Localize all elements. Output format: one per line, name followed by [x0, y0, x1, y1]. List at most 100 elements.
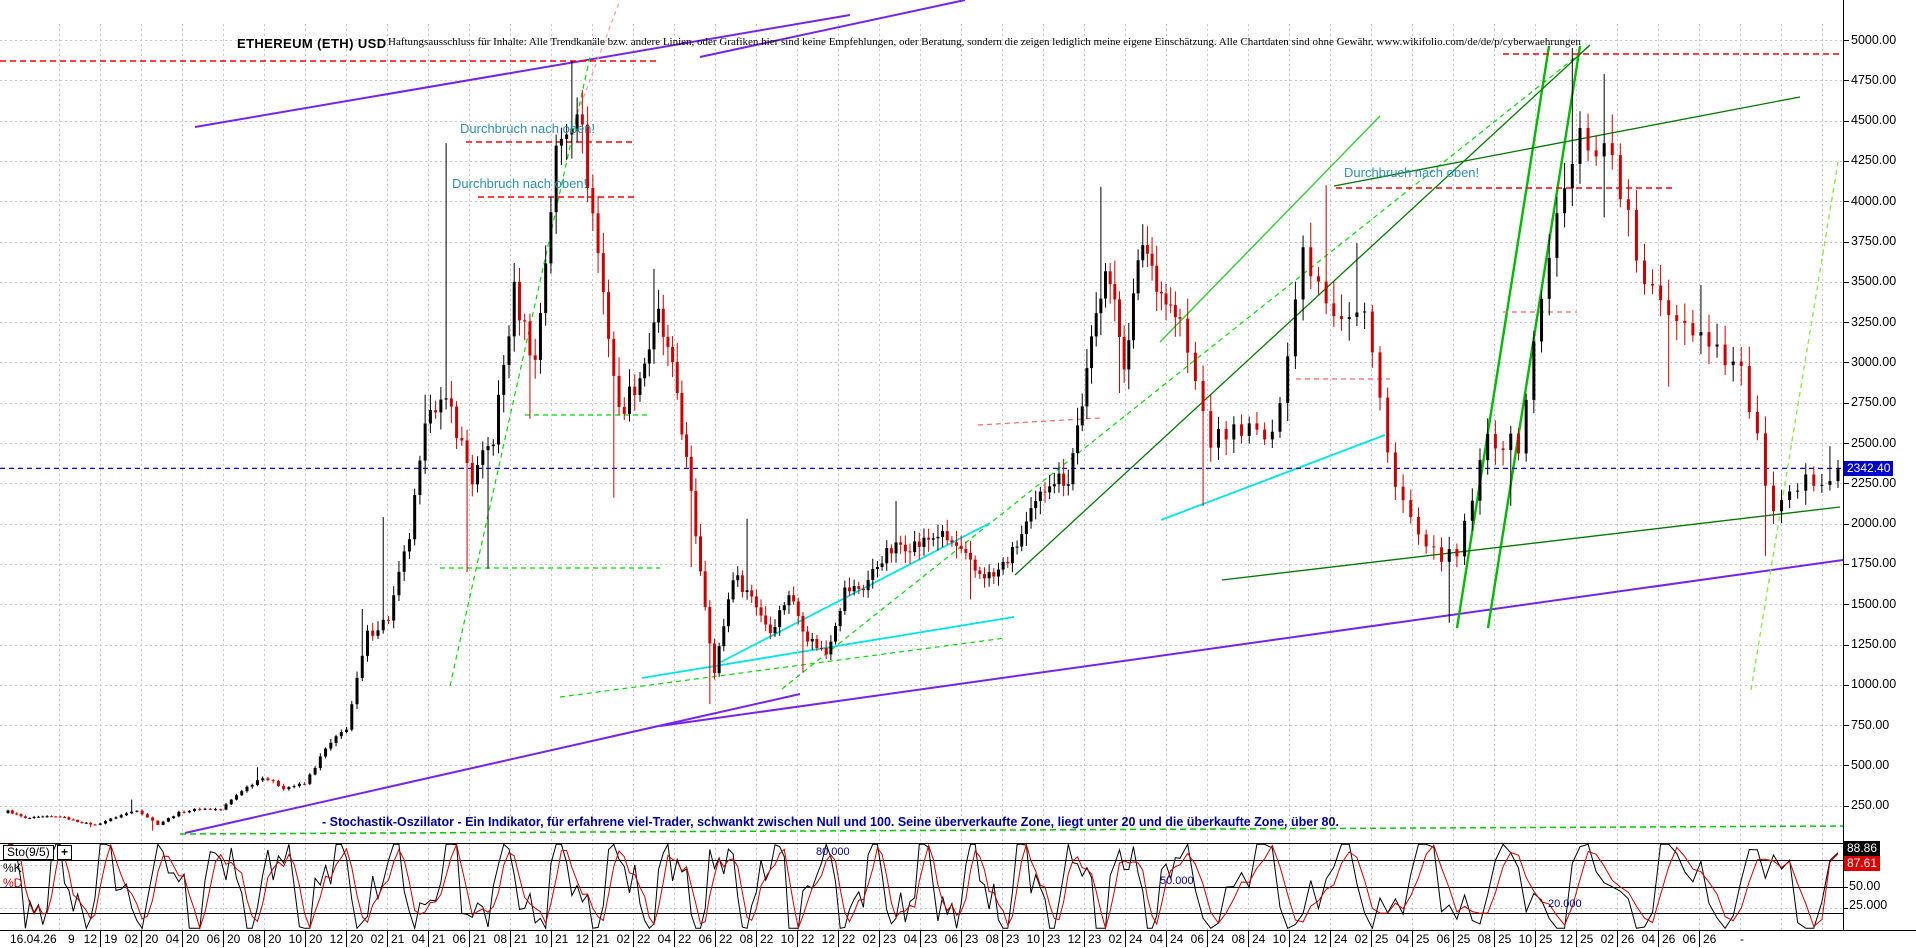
candle — [1052, 484, 1056, 487]
add-indicator-button[interactable]: + — [57, 845, 72, 860]
candle — [276, 780, 280, 787]
candle — [187, 810, 191, 813]
trend-line-violet-channel-top-mid — [699, 0, 966, 58]
date-tick-month: 02 — [1354, 932, 1368, 946]
candle — [428, 410, 432, 424]
price-axis-label: 2500.00 — [1851, 435, 1897, 450]
candle — [407, 539, 411, 552]
candle — [151, 817, 155, 821]
candle — [261, 778, 265, 781]
candle — [36, 816, 40, 818]
trend-line-violet-channel-bottom-b — [659, 559, 1844, 727]
candle — [497, 394, 501, 445]
candle — [708, 606, 712, 644]
candle — [1164, 293, 1168, 305]
candle — [23, 816, 27, 818]
date-tick-year: 25 — [1457, 932, 1471, 946]
candle — [166, 818, 170, 822]
date-tick-year: 20 — [186, 932, 200, 946]
candle — [973, 559, 977, 571]
candle — [866, 579, 870, 591]
date-tick-year: 20 — [227, 932, 241, 946]
date-tick-month: 06 — [944, 932, 958, 946]
date-tick-year: 23 — [965, 932, 979, 946]
candle — [41, 816, 45, 818]
candle — [759, 607, 763, 616]
annotation-durchbruch: Durchbruch nach oben! — [460, 121, 596, 136]
price-axis-label: 4500.00 — [1851, 113, 1897, 128]
candle — [1659, 285, 1663, 301]
candle — [880, 563, 884, 567]
date-tick-year: 21 — [555, 932, 569, 946]
candle — [58, 816, 62, 818]
date-tick-year: 26 — [1621, 932, 1635, 946]
candle — [1006, 561, 1010, 564]
stochastic-panel — [0, 860, 1843, 914]
candle — [922, 537, 926, 547]
candle — [1401, 486, 1405, 501]
date-tick-year: 22 — [678, 932, 692, 946]
candle — [177, 811, 181, 817]
candle — [71, 819, 75, 821]
candle — [140, 810, 144, 815]
candle — [1501, 448, 1505, 451]
candle — [899, 542, 903, 545]
date-tick-year: 24 — [1211, 932, 1225, 946]
candle — [1478, 460, 1482, 501]
candle — [198, 808, 202, 810]
candle — [689, 456, 693, 491]
candle — [1626, 199, 1630, 210]
candle — [554, 145, 558, 213]
candle — [32, 816, 36, 818]
date-tick-month: 04 — [411, 932, 425, 946]
candle — [699, 536, 703, 572]
candle — [703, 571, 707, 607]
date-tick-year: 24 — [1129, 932, 1143, 946]
candle — [1209, 411, 1213, 448]
candle — [787, 595, 791, 606]
trend-line-green-steep-1 — [1455, 45, 1551, 629]
candle — [145, 814, 149, 818]
candle — [339, 732, 343, 737]
trend-line-violet-channel-bottom-a — [184, 693, 801, 834]
current-price-tag: 2342.40 — [1844, 461, 1894, 476]
candle — [1447, 549, 1451, 562]
date-tick-month: 02 — [1108, 932, 1122, 946]
candle — [1113, 284, 1117, 300]
candle — [591, 187, 595, 214]
candle — [861, 588, 865, 591]
candle — [397, 571, 401, 596]
candle — [820, 647, 824, 649]
candle — [1173, 304, 1177, 318]
candle — [838, 610, 842, 627]
candle — [1524, 399, 1528, 454]
candle — [1463, 520, 1467, 557]
candle — [413, 495, 417, 540]
date-tick-month: 06 — [1190, 932, 1204, 946]
candle — [843, 587, 847, 611]
date-tick-month: 02 — [862, 932, 876, 946]
candle — [63, 817, 67, 819]
stochastic-indicator-label[interactable]: Sto(9/5) — [3, 845, 54, 860]
candle — [45, 816, 49, 818]
date-tick-year: 22 — [760, 932, 774, 946]
candle — [824, 648, 828, 655]
candle — [103, 821, 107, 824]
candle — [1034, 501, 1038, 509]
candle — [1155, 265, 1159, 292]
candle — [10, 810, 14, 814]
candle — [402, 551, 406, 572]
candle — [460, 438, 464, 441]
candle — [255, 780, 259, 785]
candle — [28, 817, 32, 819]
candle — [931, 538, 935, 540]
candle — [1455, 549, 1459, 557]
candle — [913, 541, 917, 553]
candle — [768, 624, 772, 634]
candle — [1532, 341, 1536, 400]
candle — [350, 704, 354, 730]
candle — [1010, 547, 1014, 564]
candle — [1763, 433, 1767, 486]
candle — [1085, 368, 1089, 407]
candle — [987, 572, 991, 579]
